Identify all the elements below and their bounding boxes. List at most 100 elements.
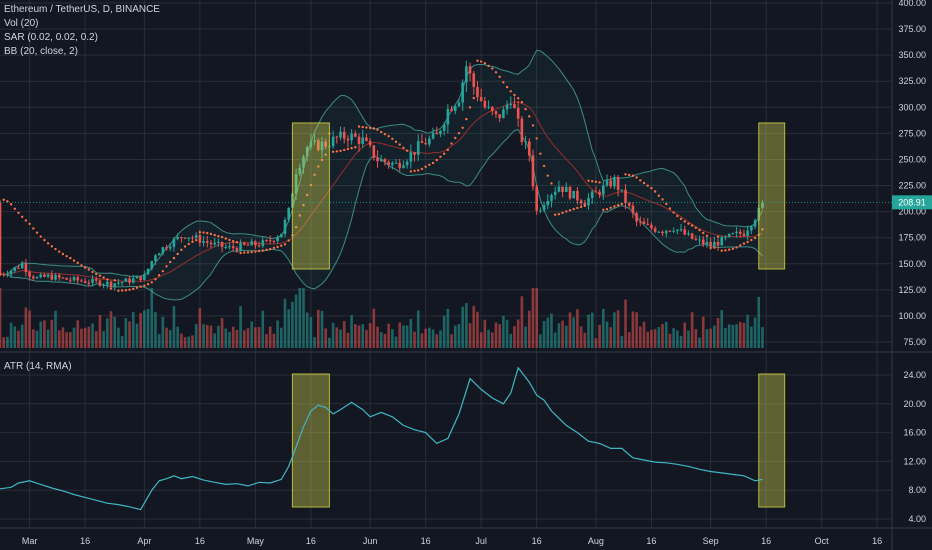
candle-body [383,159,387,162]
volume-bar [627,332,631,348]
candle-body [120,281,124,283]
candle-body [546,200,550,206]
volume-bar [365,329,368,348]
candle-body [661,231,664,234]
volume-bar [727,324,731,348]
candle-body [157,253,161,256]
volume-bar [731,324,735,348]
candle-body [431,132,435,139]
candle-body [620,189,624,191]
sar-dot [650,186,653,190]
volume-bar [402,325,405,348]
volume-bar [24,307,28,348]
candle-body [57,275,61,278]
candle-body [113,283,117,287]
sar-dot [672,211,675,214]
sar-dot [183,245,187,248]
volume-bar [716,317,720,348]
sar-dot [635,176,638,179]
candle-body [694,238,698,240]
candle-body [106,281,109,285]
sar-dot [531,124,535,127]
sar-dot [302,203,305,207]
volume-bar [476,311,479,348]
volume-bar [379,332,383,348]
volume-bar [279,327,283,348]
sar-dot [639,179,642,182]
sar-dot [450,142,453,145]
candle-body [746,230,749,236]
volume-bar [668,333,672,348]
sar-dot [609,206,612,210]
sar-dot [435,158,438,162]
volume-bar [372,308,376,348]
candle-body [498,114,501,119]
volume-bar [428,327,431,348]
volume-bar [268,326,272,348]
candle-body [750,226,753,231]
sar-dot [2,198,5,201]
volume-bar [735,324,738,348]
candle-body [346,138,350,141]
sar-dot [668,207,672,210]
volume-legend[interactable]: Vol (20) [4,18,39,29]
volume-bar [631,311,635,348]
time-tick-label: May [247,536,265,546]
volume-bar [72,327,76,348]
sar-dot [724,249,727,252]
candle-body [183,237,187,239]
sar-legend[interactable]: SAR (0.02, 0.02, 0.2) [4,32,98,43]
sar-dot [505,85,509,89]
volume-bar [472,305,476,348]
candle-body [402,165,405,168]
candle-body [220,241,224,248]
sar-dot [161,269,165,273]
sar-dot [339,149,342,153]
sar-dot [753,236,757,240]
time-tick-label: 16 [532,536,542,546]
volume-bar [235,329,239,348]
sar-dot [587,179,590,182]
price-tick-label: 375.00 [898,24,926,34]
candle-body [235,248,239,251]
sar-dot [250,250,253,254]
time-tick-label: 16 [646,536,656,546]
sar-dot [483,61,487,65]
volume-bar [576,309,579,348]
candle-body [65,277,68,280]
volume-bar [664,321,668,348]
candle-body [87,282,91,284]
sar-dot [731,247,735,250]
candle-body [305,147,309,157]
candle-body [28,272,31,277]
sar-dot [113,279,116,282]
price-axis-background [892,0,932,550]
sar-dot [350,146,353,150]
sar-dot [268,247,272,251]
sar-dot [602,208,605,212]
bb-legend[interactable]: BB (20, close, 2) [4,46,78,57]
candle-body [653,228,657,232]
volume-bar [135,323,139,348]
candle-body [39,274,43,278]
price-tick-label: 400.00 [898,0,926,8]
sar-dot [117,289,120,292]
candle-body [727,233,731,237]
sar-dot [431,161,435,165]
symbol-title[interactable]: Ethereum / TetherUS, D, BINANCE [4,4,160,15]
candle-body [124,278,128,282]
sar-dot [572,207,575,211]
atr-legend[interactable]: ATR (14, RMA) [4,361,72,372]
sar-dot [143,284,146,287]
candle-body [217,241,220,243]
sar-dot [135,286,139,289]
sar-dot [716,235,720,238]
volume-bar [690,312,694,348]
candle-body [361,137,365,144]
sar-dot [146,283,150,286]
volume-bar [9,322,13,348]
candle-body [202,241,205,243]
candle-body [0,202,2,275]
